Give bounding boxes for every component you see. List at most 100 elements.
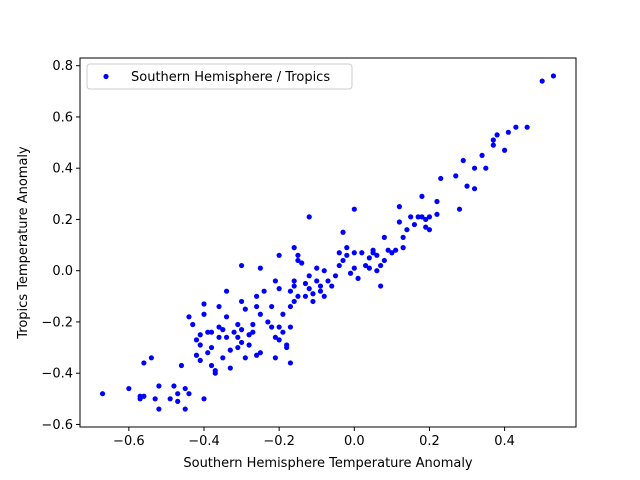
- data-point: [340, 229, 346, 235]
- data-point: [505, 129, 511, 135]
- data-point: [550, 73, 557, 79]
- data-point: [362, 262, 369, 269]
- data-point: [490, 137, 496, 143]
- data-point: [287, 360, 294, 366]
- y-axis-ticks: −0.6 −0.4 −0.2 0.0 0.2 0.4 0.6 0.8: [41, 59, 80, 433]
- data-point: [246, 342, 252, 348]
- data-point: [483, 165, 489, 171]
- data-point: [175, 398, 181, 404]
- data-point: [453, 173, 459, 179]
- data-point: [321, 293, 327, 299]
- data-point: [171, 383, 177, 389]
- y-tick-label: 0.4: [52, 162, 73, 177]
- data-point: [423, 224, 429, 230]
- x-tick-label: 0.0: [344, 434, 365, 449]
- data-point: [197, 357, 203, 363]
- data-point: [378, 262, 384, 269]
- data-point: [197, 342, 203, 348]
- data-point: [148, 355, 154, 361]
- data-point: [235, 321, 241, 328]
- data-point: [208, 329, 215, 335]
- data-point: [434, 198, 440, 205]
- data-point: [310, 291, 316, 297]
- data-point: [471, 186, 478, 192]
- data-point: [306, 286, 312, 292]
- data-point: [329, 283, 335, 289]
- data-point: [287, 288, 294, 294]
- data-point: [216, 334, 222, 340]
- data-point: [340, 257, 346, 264]
- data-point: [306, 273, 312, 279]
- data-point: [223, 334, 230, 340]
- data-point: [208, 362, 215, 369]
- plot-frame: [79, 57, 577, 428]
- data-point: [254, 303, 260, 310]
- data-point: [317, 288, 324, 294]
- data-point: [276, 252, 282, 258]
- data-point: [291, 298, 297, 305]
- data-point: [408, 214, 414, 220]
- x-tick-label: −0.4: [188, 434, 220, 449]
- data-point: [396, 204, 402, 210]
- data-point: [332, 273, 339, 279]
- data-point: [284, 344, 290, 351]
- data-point: [223, 288, 230, 294]
- data-point: [524, 124, 530, 130]
- data-point: [539, 78, 545, 84]
- x-tick-label: 0.2: [419, 434, 440, 449]
- y-tick-label: 0.8: [52, 59, 73, 74]
- data-point: [276, 324, 282, 330]
- data-point: [141, 360, 147, 366]
- data-point: [400, 245, 406, 251]
- data-point: [254, 352, 260, 358]
- data-point: [411, 221, 418, 228]
- data-point: [280, 329, 286, 335]
- data-point: [205, 329, 211, 335]
- data-point: [351, 206, 357, 212]
- data-point: [242, 306, 248, 312]
- data-point: [261, 288, 267, 294]
- data-point: [201, 311, 207, 317]
- legend-marker: [103, 73, 109, 80]
- data-point: [175, 391, 181, 397]
- data-point: [156, 383, 162, 389]
- data-point: [321, 268, 327, 274]
- data-point: [167, 396, 173, 402]
- data-point: [291, 283, 297, 289]
- data-point: [471, 165, 478, 171]
- data-point: [246, 332, 252, 338]
- data-point: [216, 303, 222, 310]
- data-point: [257, 350, 263, 356]
- data-point: [426, 214, 433, 220]
- data-point: [99, 391, 106, 397]
- data-point: [404, 227, 410, 233]
- data-points: [99, 73, 557, 412]
- data-point: [223, 314, 230, 320]
- y-tick-label: −0.2: [41, 315, 73, 330]
- data-point: [238, 327, 245, 333]
- data-point: [287, 303, 294, 310]
- data-point: [336, 250, 342, 256]
- data-point: [396, 219, 402, 225]
- data-point: [269, 324, 275, 330]
- data-point: [280, 311, 286, 317]
- data-point: [272, 355, 278, 361]
- data-point: [178, 362, 185, 369]
- data-point: [257, 311, 263, 317]
- data-point: [359, 250, 365, 256]
- data-point: [220, 355, 226, 361]
- data-point: [419, 214, 425, 220]
- data-point: [238, 339, 245, 346]
- data-point: [400, 234, 406, 240]
- data-point: [314, 278, 320, 284]
- y-tick-label: −0.6: [41, 418, 73, 433]
- data-point: [193, 337, 200, 343]
- legend-label: Southern Hemisphere / Tropics: [131, 70, 330, 85]
- data-point: [126, 385, 132, 392]
- data-point: [502, 147, 508, 153]
- data-point: [344, 252, 350, 258]
- y-tick-label: 0.2: [52, 213, 73, 228]
- data-point: [291, 245, 297, 251]
- data-point: [426, 227, 433, 233]
